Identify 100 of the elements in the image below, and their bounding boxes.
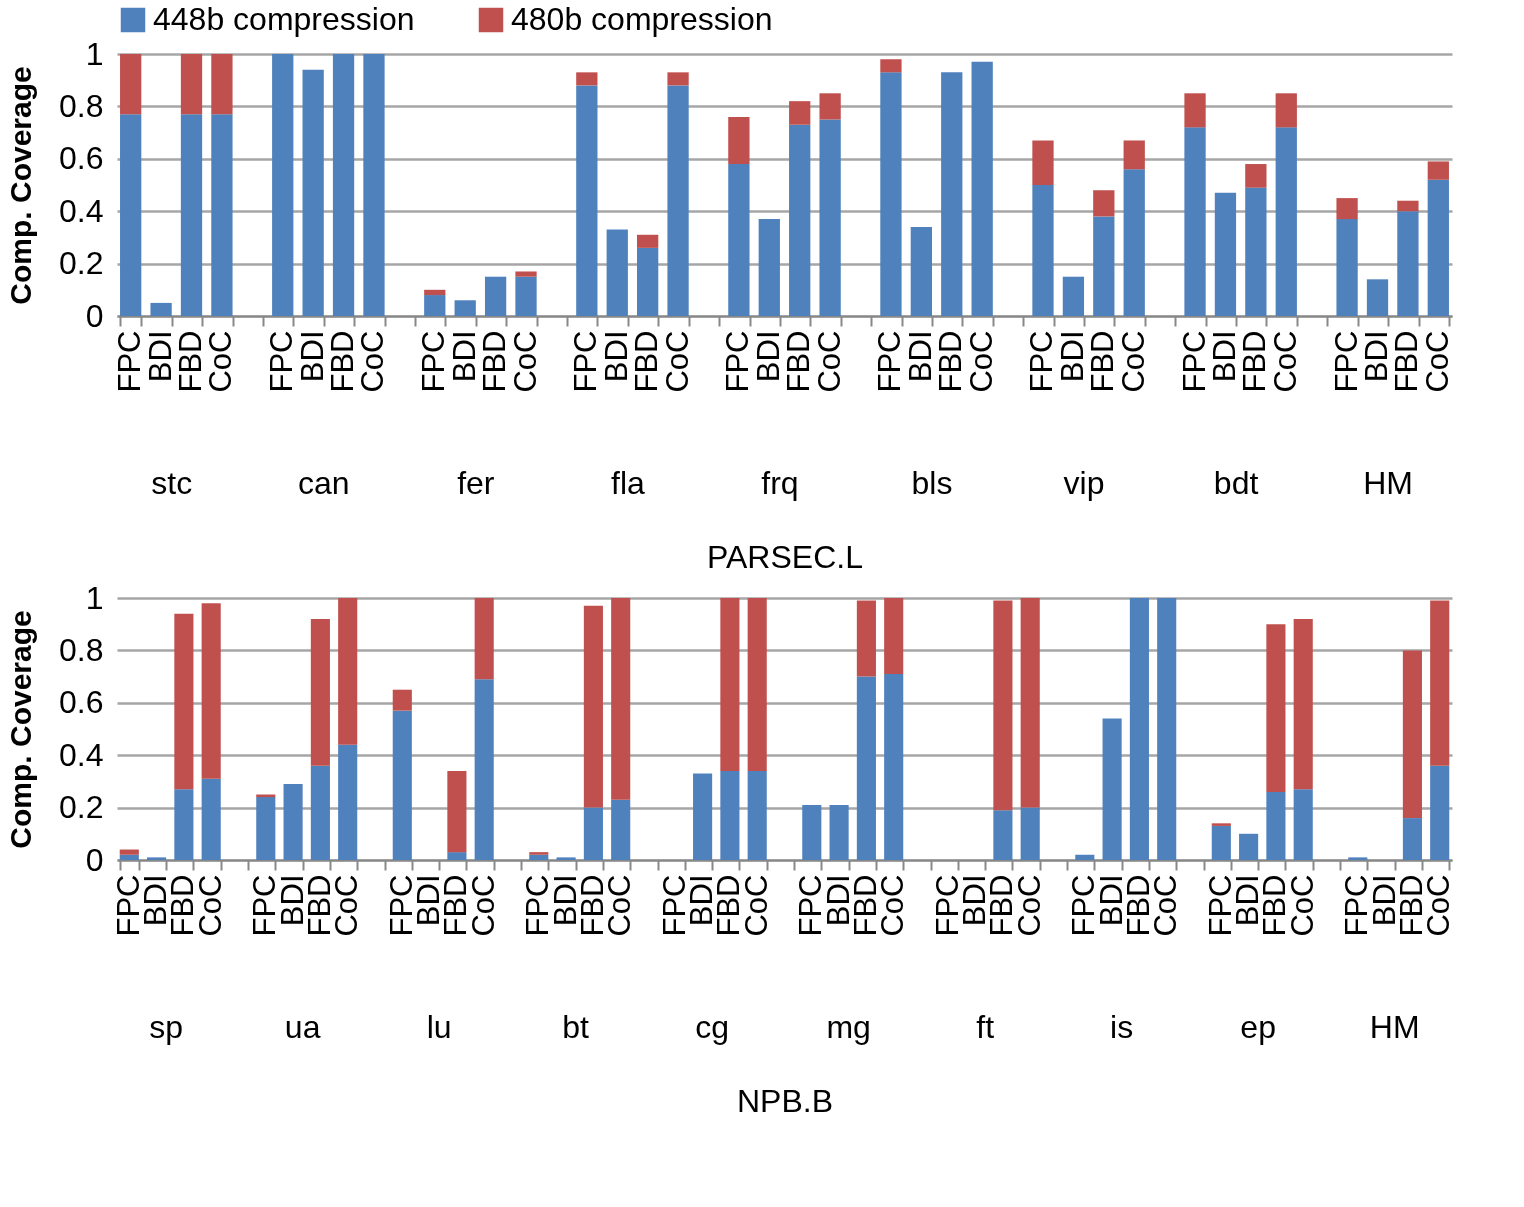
- bar: [1239, 833, 1259, 860]
- bar: [606, 229, 628, 316]
- bar: [971, 61, 993, 316]
- bar: [583, 605, 603, 808]
- bar: [910, 226, 932, 316]
- x-tick-label: CoC: [192, 874, 228, 937]
- bar: [1123, 140, 1145, 170]
- text: mg: [826, 1009, 871, 1045]
- bar: [637, 247, 659, 316]
- bar: [256, 797, 276, 860]
- x-tick-label: CoC: [875, 874, 911, 937]
- x-tick-label: CoC: [1421, 874, 1457, 937]
- x-tick-label: CoC: [602, 874, 638, 937]
- text: bls: [911, 465, 953, 501]
- bar: [1102, 718, 1122, 860]
- bar: [302, 69, 324, 316]
- bar: [1293, 789, 1313, 860]
- bar: [1245, 187, 1267, 316]
- bar: [338, 598, 358, 745]
- bar: [484, 276, 507, 316]
- bar: [667, 72, 689, 86]
- bar: [474, 598, 494, 680]
- bar: [120, 54, 142, 115]
- y-tick-label: 0.6: [59, 140, 104, 177]
- bar: [1020, 598, 1040, 808]
- bar: [611, 799, 631, 860]
- bar: [819, 93, 841, 120]
- text: frq: [761, 465, 799, 501]
- bar: [637, 234, 659, 248]
- bar: [611, 598, 631, 800]
- bar: [728, 164, 750, 316]
- legend-label: 448b compression: [153, 1, 415, 37]
- bar: [1402, 818, 1422, 860]
- bar: [338, 744, 358, 860]
- bar: [120, 114, 142, 316]
- bar: [856, 600, 876, 677]
- bar: [576, 72, 598, 86]
- text: HM: [1369, 1009, 1420, 1045]
- text: bt: [562, 1009, 590, 1045]
- bar: [174, 613, 194, 790]
- text: vip: [1063, 465, 1105, 501]
- bar: [583, 807, 603, 860]
- y-tick-label: 0.6: [59, 684, 104, 721]
- x-axis-title: NPB.B: [736, 1082, 834, 1119]
- bar: [576, 85, 598, 316]
- bar: [1075, 854, 1095, 860]
- bar: [147, 857, 167, 860]
- bar: [515, 271, 537, 277]
- bar: [1397, 211, 1419, 316]
- bar: [211, 54, 233, 115]
- text: lu: [426, 1009, 452, 1045]
- y-tick-label: 0.8: [59, 87, 104, 124]
- x-tick-label: CoC: [1011, 874, 1047, 937]
- y-tick-label: 0: [85, 841, 104, 878]
- text: stc: [151, 465, 193, 501]
- bar: [1032, 140, 1054, 185]
- bar: [993, 600, 1013, 811]
- bar: [1184, 127, 1206, 316]
- bar: [1336, 198, 1358, 220]
- x-tick-label: CoC: [1148, 874, 1184, 937]
- bar: [392, 710, 412, 860]
- legend-label: 480b compression: [511, 1, 773, 37]
- bar: [180, 114, 203, 316]
- text: fer: [457, 465, 495, 501]
- bar: [884, 598, 904, 674]
- bar: [1397, 200, 1419, 212]
- bar: [1348, 857, 1368, 860]
- bar: [1123, 169, 1145, 316]
- bar: [993, 810, 1013, 860]
- bar: [174, 789, 194, 860]
- bar: [1157, 598, 1177, 860]
- bar: [1211, 825, 1231, 860]
- bar: [1430, 765, 1450, 860]
- bar: [1245, 164, 1267, 188]
- text: bdt: [1213, 465, 1259, 501]
- bar: [424, 289, 446, 296]
- bar: [1427, 161, 1449, 180]
- text: ua: [284, 1009, 321, 1045]
- bar: [1336, 219, 1358, 316]
- bar: [1275, 93, 1297, 128]
- bar: [667, 85, 689, 316]
- bar: [272, 54, 294, 316]
- bar: [119, 854, 139, 860]
- text: cg: [695, 1009, 730, 1045]
- bar: [1020, 807, 1040, 860]
- bar: [693, 773, 713, 860]
- bar: [150, 302, 172, 316]
- bar: [1366, 279, 1389, 316]
- bar: [201, 778, 221, 860]
- bar: [1266, 624, 1286, 792]
- bar: [802, 804, 822, 860]
- bar: [447, 770, 467, 853]
- bar: [283, 784, 303, 860]
- y-tick-label: 0.4: [59, 192, 104, 229]
- bar: [211, 114, 233, 316]
- bar: [747, 598, 767, 771]
- x-tick-label: CoC: [738, 874, 774, 937]
- y-axis-title: Comp. Coverage: [4, 610, 38, 849]
- bar: [1430, 600, 1450, 766]
- bar: [1129, 598, 1149, 860]
